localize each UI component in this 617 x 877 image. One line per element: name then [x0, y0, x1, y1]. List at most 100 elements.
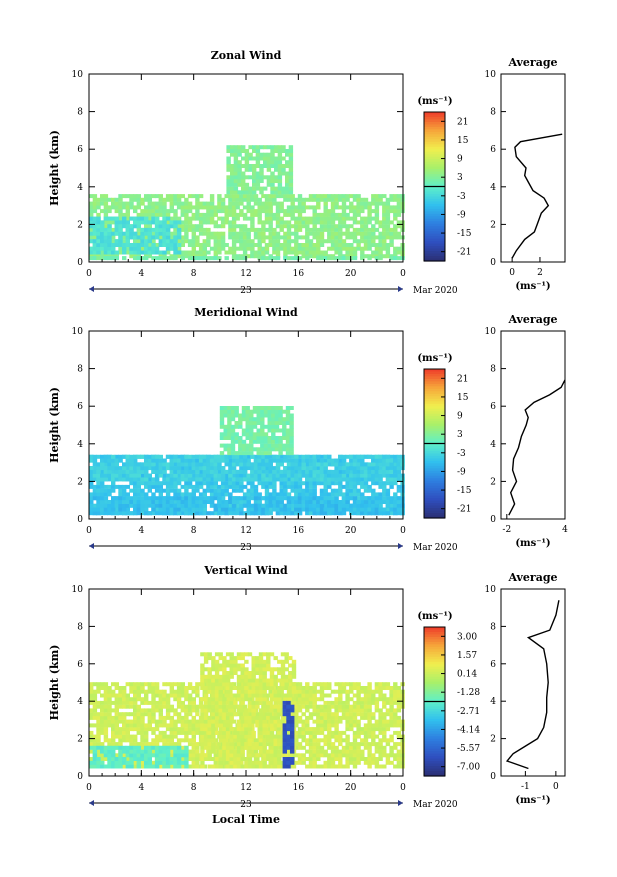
heatmap-cell [243, 466, 247, 470]
heatmap-cell [225, 504, 229, 508]
heatmap-cell [250, 247, 254, 251]
heatmap-cell [289, 164, 293, 168]
heatmap-cell [345, 213, 349, 217]
heatmap-cell [349, 202, 353, 206]
heatmap-cell [353, 217, 357, 221]
heatmap-cell [247, 508, 251, 512]
heatmap-cell [269, 462, 273, 466]
y-tick-label: 10 [72, 327, 84, 337]
heatmap-cell [287, 492, 291, 496]
heatmap-cell [261, 239, 265, 243]
heatmap-cell [269, 209, 273, 213]
heatmap-cell [206, 243, 210, 247]
heatmap-cell [173, 485, 177, 489]
heatmap-cell [287, 504, 291, 508]
heatmap-cell [353, 470, 357, 474]
heatmap-cell [231, 429, 235, 433]
heatmap-cell [159, 492, 163, 496]
heatmap-cell [276, 455, 280, 459]
x-tick-label: 20 [345, 269, 357, 279]
heatmap-cell [217, 251, 221, 255]
heatmap-cell [96, 217, 100, 221]
heatmap-cell [289, 406, 293, 410]
heatmap-cell [89, 504, 93, 508]
heatmap-cell [107, 209, 111, 213]
heatmap-cell [278, 183, 282, 187]
heatmap-cell [195, 209, 199, 213]
heatmap-cell [375, 217, 379, 221]
heatmap-cell [287, 235, 291, 239]
heatmap-cell [177, 712, 181, 716]
heatmap-cell [386, 251, 390, 255]
heatmap-cell [281, 168, 285, 172]
heatmap-cell [162, 690, 166, 694]
heatmap-cell [389, 485, 393, 489]
heatmap-cell [144, 697, 148, 701]
heatmap-cell [129, 202, 133, 206]
heatmap-cell [107, 235, 111, 239]
heatmap-cell [276, 256, 280, 260]
heatmap-cell [220, 451, 224, 455]
heatmap-cell [151, 462, 155, 466]
heatmap-cell [151, 492, 155, 496]
heatmap-cell [324, 251, 328, 255]
heatmap-cell [206, 228, 210, 232]
heatmap-cell [173, 224, 177, 228]
heatmap-cell [278, 153, 282, 157]
heatmap-cell [137, 485, 141, 489]
heatmap-cell [195, 489, 199, 493]
heatmap-cell [221, 477, 225, 481]
avg-unit-label: (ms⁻¹) [515, 281, 550, 292]
heatmap-cell [115, 511, 119, 515]
heatmap-cell [203, 500, 207, 504]
colorbar-tick-label: 15 [457, 393, 469, 403]
y-tick-label: 6 [77, 402, 83, 412]
heatmap-cell [184, 466, 188, 470]
heatmap-cell [195, 708, 199, 712]
heatmap-cell [280, 496, 284, 500]
heatmap-cell [188, 474, 192, 478]
heatmap-cell [382, 485, 386, 489]
heatmap-cell [345, 198, 349, 202]
heatmap-cell [107, 492, 111, 496]
heatmap-cell [210, 202, 214, 206]
heatmap-cell [111, 455, 115, 459]
heatmap-cell [278, 440, 282, 444]
heatmap-cell [247, 235, 251, 239]
heatmap-cell [378, 477, 382, 481]
heatmap-cell [206, 239, 210, 243]
panel-title: Zonal Wind [211, 49, 282, 62]
heatmap-cell [397, 232, 401, 236]
heatmap-cell [122, 251, 126, 255]
heatmap-cell [126, 220, 130, 224]
heatmap-cell [289, 429, 293, 433]
heatmap-cell [386, 217, 390, 221]
date-bar-arrow-right [398, 543, 403, 549]
colorbar-tick-label: 15 [457, 136, 469, 146]
heatmap-cell [220, 421, 224, 425]
heatmap-cell [356, 213, 360, 217]
heatmap-cell [188, 481, 192, 485]
avg-y-tick-label: 0 [490, 515, 496, 525]
heatmap-cell [104, 477, 108, 481]
heatmap-cell [294, 455, 298, 459]
heatmap-cell [289, 179, 293, 183]
heatmap-cell [245, 160, 249, 164]
heatmap-cell [206, 466, 210, 470]
heatmap-cell [375, 466, 379, 470]
heatmap-cell [278, 451, 282, 455]
avg-y-tick-label: 2 [490, 477, 496, 487]
heatmap-cell [364, 504, 368, 508]
heatmap-cell [231, 444, 235, 448]
heatmap-cell [177, 496, 181, 500]
heatmap-cell [342, 508, 346, 512]
avg-x-tick-label: 0 [509, 268, 515, 278]
y-axis-title: Height (km) [48, 387, 61, 463]
heatmap-cell [252, 168, 256, 172]
heatmap-cell [249, 444, 253, 448]
heatmap-cell [144, 731, 148, 735]
heatmap-cell [386, 202, 390, 206]
heatmap-cell [170, 462, 174, 466]
heatmap-cell [231, 447, 235, 451]
heatmap-cell [107, 470, 111, 474]
